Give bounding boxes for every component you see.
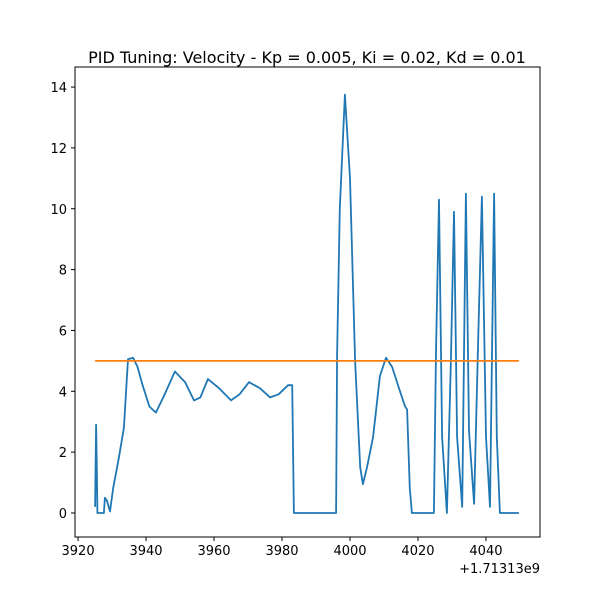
plot-frame bbox=[74, 66, 541, 538]
y-tick-label: 8 bbox=[59, 264, 67, 279]
x-offset-label: +1.71313e9 bbox=[459, 562, 540, 577]
y-tick-label: 2 bbox=[59, 446, 67, 461]
line bbox=[94, 93, 519, 514]
x-tick-label: 4020 bbox=[401, 544, 434, 559]
x-tick-label: 4000 bbox=[333, 544, 366, 559]
y-tick-label: 0 bbox=[59, 507, 67, 522]
chart-title: PID Tuning: Velocity - Kp = 0.005, Ki = … bbox=[88, 48, 526, 67]
y-tick-label: 14 bbox=[50, 81, 67, 96]
x-tick-label: 3980 bbox=[265, 544, 298, 559]
y-tick-label: 12 bbox=[50, 142, 67, 157]
x-tick-label: 3960 bbox=[197, 544, 230, 559]
y-tick-label: 4 bbox=[59, 385, 67, 400]
y-tick-label: 6 bbox=[59, 324, 67, 339]
x-tick-label: 3940 bbox=[129, 544, 162, 559]
x-tick-label: 3920 bbox=[62, 544, 95, 559]
x-tick-label: 4040 bbox=[469, 544, 502, 559]
y-tick-label: 10 bbox=[50, 203, 67, 218]
